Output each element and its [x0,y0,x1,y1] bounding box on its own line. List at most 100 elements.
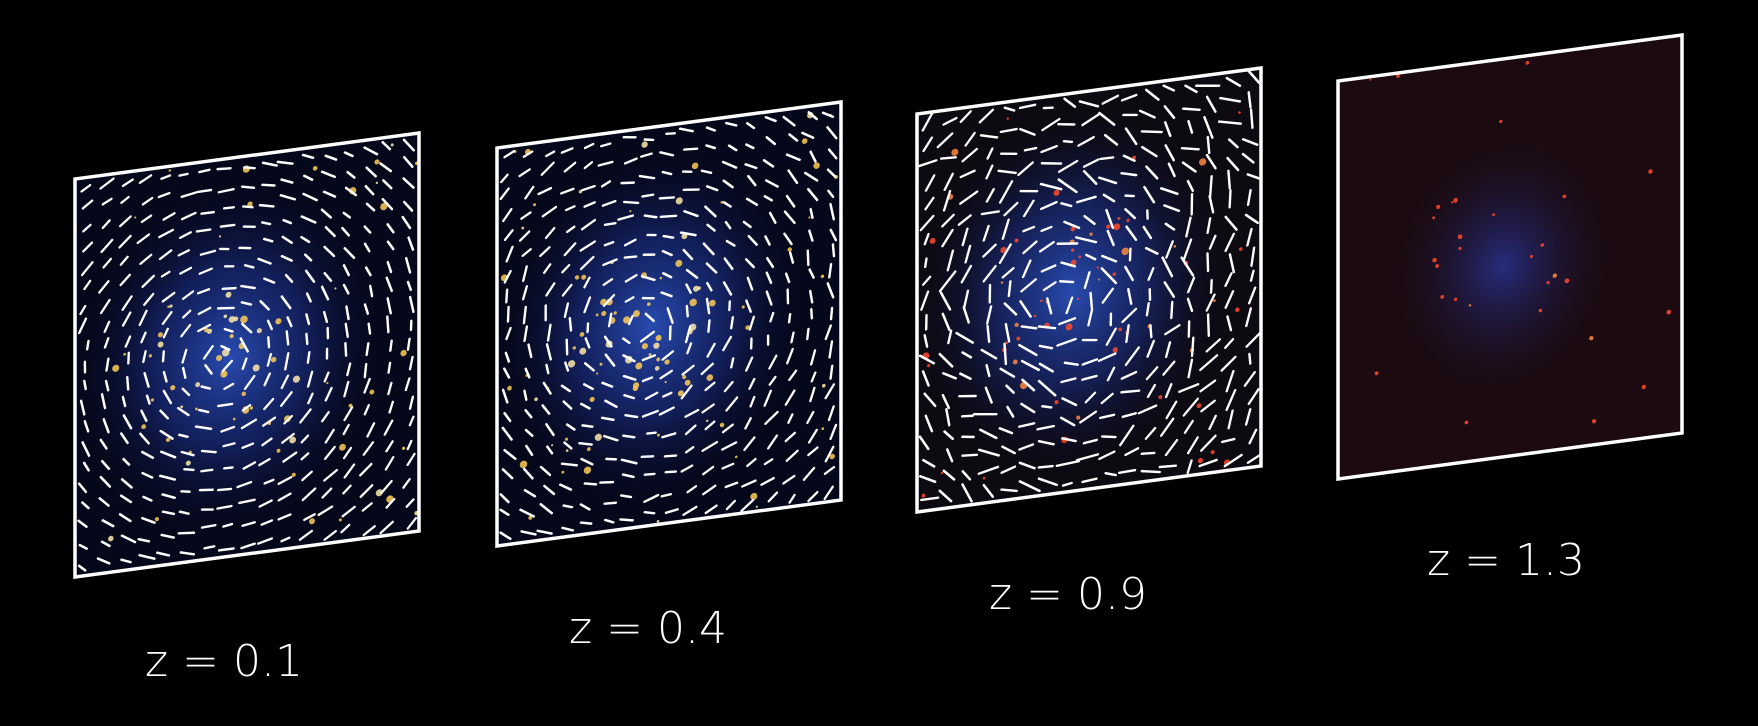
whisker [406,337,411,351]
whisker [366,422,376,438]
whisker [545,423,555,437]
whisker [1020,359,1040,372]
whisker [646,233,657,237]
whisker [323,529,337,541]
whisker [1163,281,1176,298]
whisker [1167,162,1176,178]
whisker [307,392,314,405]
whisker [1165,240,1174,259]
whisker [1084,391,1097,404]
whisker [1249,269,1255,282]
whisker [985,188,995,203]
whisker [103,337,110,349]
galaxy [787,247,792,252]
whisker [178,231,192,239]
whisker [961,351,973,359]
whisker [565,423,576,431]
whisker [723,257,734,271]
whisker [1037,464,1054,469]
whisker [505,326,512,341]
whisker [1186,276,1196,294]
whisker [242,205,254,209]
whisker [1164,383,1173,399]
whisker [404,256,412,274]
whisker [997,169,1017,175]
whisker [546,323,552,342]
whisker [79,399,86,416]
whisker [1074,236,1098,244]
whisker [280,178,294,184]
whisker [681,170,693,174]
whisker [343,247,356,260]
whisker [1006,405,1015,418]
whisker [640,152,653,158]
whisker [1079,410,1098,424]
whisker [342,283,350,295]
whisker [566,225,576,234]
whisker [684,446,695,454]
whisker [161,510,176,516]
whisker [522,305,527,325]
whisker [939,291,952,311]
whisker [1060,261,1077,268]
galaxy [684,379,691,386]
whisker [402,200,414,212]
whisker [725,396,739,412]
whisker [324,428,335,444]
whisker [1081,113,1101,127]
whisker [765,271,773,285]
whisker [946,249,955,272]
whisker [1085,253,1097,261]
whisker [1224,272,1233,288]
whisker [267,336,271,349]
whisker [1186,436,1199,455]
whisker [261,183,276,187]
whisker [599,480,615,484]
whisker [363,146,379,156]
whisker [1041,117,1061,132]
whisker [299,408,312,424]
whisker [1199,379,1217,393]
galaxy [613,311,617,315]
galaxy [664,381,667,384]
whisker [320,285,330,301]
whisker [622,374,637,381]
whisker [810,307,814,320]
galaxy [528,515,533,520]
whisker [607,312,613,328]
whisker [829,364,834,380]
whisker [1040,144,1058,154]
whisker [1120,93,1138,102]
whisker [643,493,660,504]
galaxy [168,169,171,172]
whisker [744,258,755,269]
whisker [604,399,618,409]
whisker [121,178,134,188]
whisker [801,131,815,139]
whisker [617,214,635,221]
whisker [623,157,638,165]
whisker [964,131,976,147]
whisker [300,434,310,444]
whisker [199,249,217,256]
whisker [281,235,293,245]
whisker [1160,417,1175,437]
whisker [680,384,693,400]
whisker [100,238,114,254]
whisker [1059,280,1075,284]
whisker [1228,189,1232,209]
whisker [1018,461,1036,470]
whisker [1097,176,1118,185]
whisker [922,136,934,153]
galaxy [241,391,246,397]
whisker [943,172,954,191]
whisker [1042,281,1057,292]
whisker [103,320,111,333]
galaxy [1199,158,1207,166]
whisker [82,241,94,253]
whisker [504,351,511,363]
whisker [787,413,794,424]
whisker [580,218,597,231]
galaxy [204,327,209,333]
whisker [1100,267,1118,285]
